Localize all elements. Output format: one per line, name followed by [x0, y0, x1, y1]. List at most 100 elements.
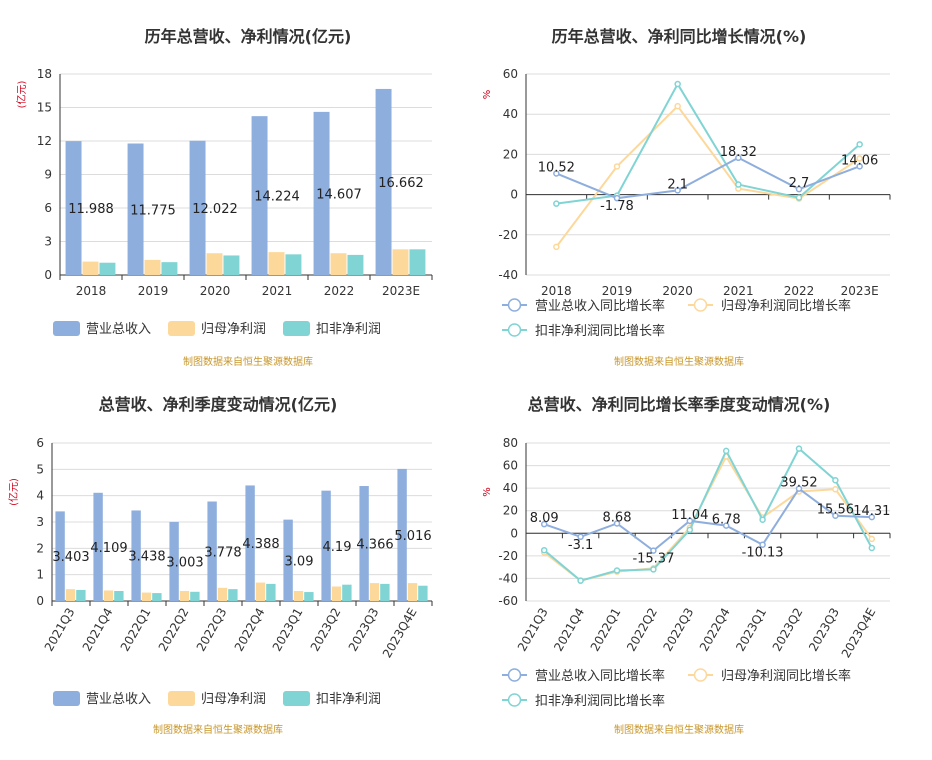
line-point [613, 194, 621, 202]
x-tick-label: 2020 [200, 284, 231, 298]
x-tick-label: 2021Q4 [80, 606, 116, 654]
line-point [856, 163, 863, 170]
legend-label: 归母净利润同比增长率 [721, 298, 851, 314]
line-point [832, 476, 839, 484]
bar-net-profit [217, 587, 228, 601]
data-label: 14.224 [254, 190, 300, 205]
x-tick-label: 2019 [602, 284, 633, 298]
x-tick-label: 2021 [262, 284, 293, 298]
legend-label: 营业总收入同比增长率 [535, 668, 665, 684]
y-tick-label: 3 [36, 515, 44, 529]
x-tick-label: 2023Q3 [346, 606, 382, 654]
data-label: 3.438 [128, 550, 165, 565]
x-tick-label: 2023Q1 [733, 606, 769, 654]
x-tick-label: 2022Q4 [697, 606, 733, 654]
x-tick-label: 2023Q2 [308, 606, 344, 654]
line-point [577, 577, 584, 584]
line-point [868, 544, 876, 552]
chart-2: 历年总营收、净利同比增长情况(%)% -40 -20 0 20 40 60 2018 2019 2… [482, 27, 891, 368]
y-tick-label: 0 [510, 526, 518, 540]
y-tick-label: 20 [503, 504, 518, 518]
x-tick-label: 2023Q4E [380, 606, 420, 661]
legend: 营业总收入 归母净利润 扣非净利润 [53, 321, 381, 337]
line-point [650, 566, 657, 573]
bar-deducted-profit [380, 583, 390, 601]
bar-net-profit [141, 592, 152, 601]
line-point [553, 200, 560, 207]
x-tick-label: 2021Q3 [42, 606, 78, 654]
x-tick-label: 2021 [723, 284, 754, 298]
bar-deducted-profit [285, 254, 302, 275]
line-point [722, 447, 730, 455]
line-point [832, 512, 839, 519]
bar-revenue [321, 490, 331, 601]
line-point [759, 516, 766, 523]
bar-revenue [65, 141, 82, 275]
bar-net-profit [144, 259, 161, 275]
legend-label: 营业总收入 [86, 322, 151, 337]
data-label: -10.13 [742, 546, 784, 561]
line-point [540, 520, 548, 528]
line-revenue-growth [555, 156, 861, 200]
bar-revenue [189, 140, 206, 275]
y-tick-label: -20 [498, 228, 518, 242]
bar-revenue [283, 519, 293, 601]
y-tick-label: 0 [44, 268, 52, 282]
y-tick-label: 0 [36, 594, 44, 608]
data-label: 8.09 [530, 511, 559, 526]
line-point [613, 520, 621, 527]
y-tick-label: 80 [503, 436, 518, 450]
x-tick-label: 2022Q3 [660, 606, 696, 654]
legend-label: 营业总收入 [86, 692, 151, 707]
data-label: 4.109 [90, 541, 127, 556]
legend-swatch [283, 691, 310, 706]
y-tick-label: 60 [503, 67, 518, 81]
line-point [795, 185, 803, 193]
data-label: -3.1 [568, 538, 593, 553]
data-label: 16.662 [378, 176, 424, 191]
bar-deducted-profit [304, 592, 314, 601]
y-tick-label: 60 [503, 459, 518, 473]
bar-net-profit [330, 253, 347, 275]
source-note: 制图数据来自恒生聚源数据库 [614, 355, 744, 368]
data-label: -1.78 [600, 199, 634, 214]
y-tick-label: 40 [503, 107, 518, 121]
source-note: 制图数据来自恒生聚源数据库 [183, 355, 313, 368]
bar-revenue [55, 511, 65, 601]
bar-revenue [131, 510, 141, 601]
y-tick-label: 4 [36, 489, 44, 503]
bar-net-profit [293, 590, 304, 601]
bar-net-profit [268, 252, 285, 275]
chart-title: 历年总营收、净利同比增长情况(%) [552, 27, 807, 46]
bar-net-profit [255, 582, 266, 601]
x-tick-label: 2023E [841, 284, 879, 298]
x-tick-label: 2022 [324, 284, 355, 298]
data-label: 5.016 [394, 529, 431, 544]
bar-deducted-profit [342, 584, 352, 601]
line-point [795, 445, 803, 452]
x-tick-label: 2023Q1 [270, 606, 306, 654]
line-point [540, 546, 548, 554]
bar-deducted-profit [223, 255, 240, 275]
bar-deducted-profit [161, 262, 178, 275]
y-tick-label: 40 [503, 481, 518, 495]
bar-revenue [313, 111, 330, 276]
legend-swatch [168, 691, 195, 706]
chart-title: 总营收、净利季度变动情况(亿元) [99, 395, 338, 414]
legend-marker [507, 298, 522, 312]
line-net-profit-growth [555, 104, 861, 248]
legend-label: 扣非净利润 [316, 322, 381, 337]
data-label: 3.778 [204, 545, 241, 560]
line-point [868, 535, 876, 543]
bar-net-profit [65, 589, 76, 601]
y-axis-unit: (亿元) [7, 478, 20, 506]
data-label: 3.403 [52, 550, 89, 565]
data-label: 18.32 [720, 145, 757, 160]
y-tick-label: 6 [44, 201, 52, 215]
bar-deducted-profit [266, 583, 276, 601]
bar-revenue [397, 468, 407, 601]
legend-marker [693, 668, 708, 682]
y-axis-unit: % [482, 487, 493, 497]
